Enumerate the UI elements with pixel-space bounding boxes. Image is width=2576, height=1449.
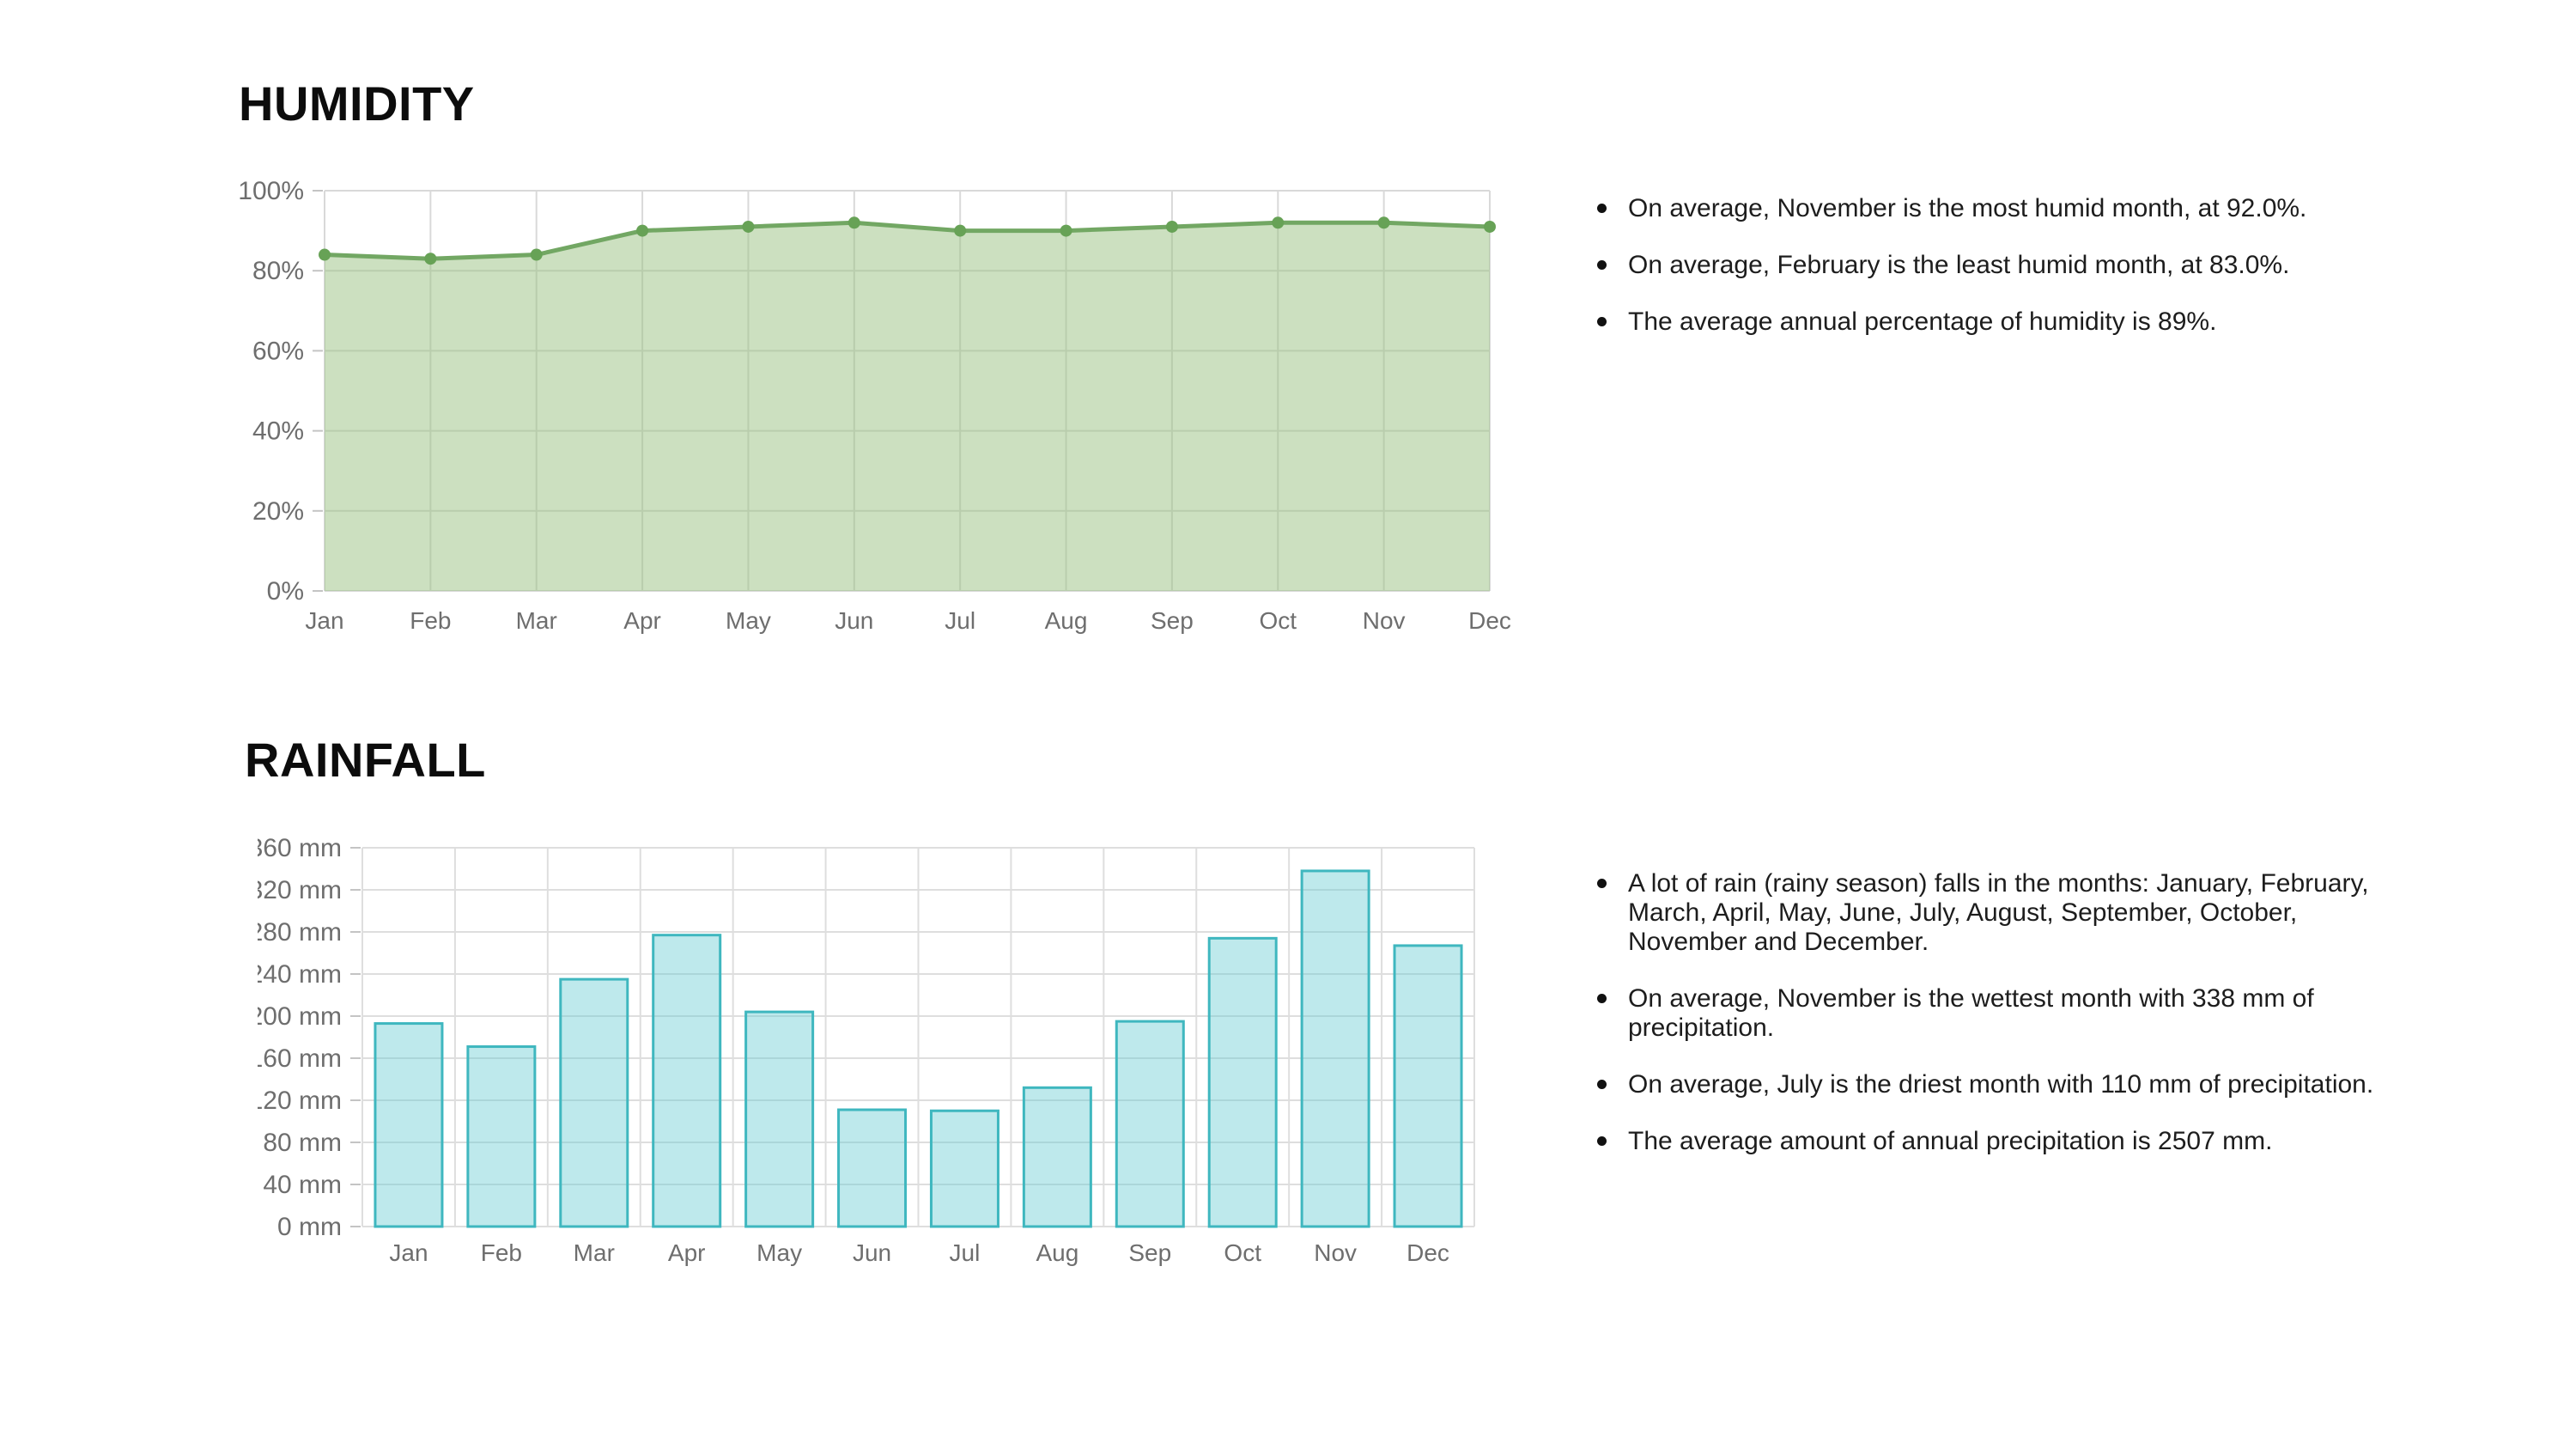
- svg-text:Feb: Feb: [481, 1239, 522, 1266]
- svg-text:Jan: Jan: [389, 1239, 428, 1266]
- svg-text:Aug: Aug: [1045, 607, 1088, 634]
- rainfall-bar-chart: 0 mm 40 mm 80 mm 120 mm 160 mm 200 mm 240 mm 28…: [258, 834, 1475, 1266]
- note-item: On average, November is the wettest mont…: [1595, 984, 2377, 1043]
- humidity-section-title: HUMIDITY: [239, 76, 475, 131]
- svg-text:Sep: Sep: [1151, 607, 1194, 634]
- svg-text:20%: 20%: [252, 497, 304, 526]
- svg-text:Jun: Jun: [853, 1239, 891, 1266]
- note-item: On average, February is the least humid …: [1595, 251, 2377, 280]
- note-item: On average, November is the most humid m…: [1595, 194, 2377, 223]
- note-item: A lot of rain (rainy season) falls in th…: [1595, 869, 2377, 957]
- svg-text:Aug: Aug: [1036, 1239, 1078, 1266]
- svg-text:120 mm: 120 mm: [258, 1087, 342, 1115]
- svg-text:Jan: Jan: [305, 607, 343, 634]
- svg-text:80 mm: 80 mm: [263, 1129, 342, 1157]
- note-item: The average amount of annual precipitati…: [1595, 1127, 2377, 1156]
- svg-text:240 mm: 240 mm: [258, 960, 342, 989]
- svg-text:Jul: Jul: [945, 607, 975, 634]
- svg-text:Oct: Oct: [1224, 1239, 1261, 1266]
- svg-text:Feb: Feb: [410, 607, 451, 634]
- svg-text:Oct: Oct: [1259, 607, 1297, 634]
- svg-text:Mar: Mar: [574, 1239, 615, 1266]
- svg-text:Sep: Sep: [1128, 1239, 1171, 1266]
- svg-text:280 mm: 280 mm: [258, 918, 342, 947]
- svg-text:40 mm: 40 mm: [263, 1171, 342, 1199]
- humidity-notes-list: On average, November is the most humid m…: [1595, 194, 2377, 364]
- svg-text:0 mm: 0 mm: [277, 1213, 342, 1241]
- svg-text:360 mm: 360 mm: [258, 834, 342, 862]
- svg-text:Apr: Apr: [623, 607, 661, 634]
- humidity-area-chart: 0% 20% 40% 60% 80% 100% Jan Feb Mar Apr May Jun Jul A…: [238, 177, 1511, 634]
- rainfall-notes-list: A lot of rain (rainy season) falls in th…: [1595, 869, 2377, 1184]
- svg-text:0%: 0%: [267, 577, 304, 606]
- svg-text:80%: 80%: [252, 257, 304, 285]
- note-item: The average annual percentage of humidit…: [1595, 307, 2377, 337]
- rainfall-section-title: RAINFALL: [245, 733, 486, 787]
- svg-text:Dec: Dec: [1406, 1239, 1449, 1266]
- svg-text:200 mm: 200 mm: [258, 1002, 342, 1031]
- svg-text:160 mm: 160 mm: [258, 1044, 342, 1073]
- svg-text:Jun: Jun: [835, 607, 873, 634]
- svg-text:Mar: Mar: [516, 607, 557, 634]
- svg-text:Apr: Apr: [668, 1239, 706, 1266]
- svg-text:Jul: Jul: [950, 1239, 981, 1266]
- svg-text:May: May: [726, 607, 771, 634]
- svg-text:May: May: [756, 1239, 802, 1266]
- svg-text:40%: 40%: [252, 417, 304, 446]
- svg-text:Nov: Nov: [1363, 607, 1406, 634]
- svg-text:100%: 100%: [238, 177, 304, 205]
- svg-text:60%: 60%: [252, 337, 304, 365]
- note-item: On average, July is the driest month wit…: [1595, 1070, 2377, 1099]
- svg-text:Nov: Nov: [1314, 1239, 1357, 1266]
- svg-text:320 mm: 320 mm: [258, 876, 342, 904]
- svg-text:Dec: Dec: [1468, 607, 1511, 634]
